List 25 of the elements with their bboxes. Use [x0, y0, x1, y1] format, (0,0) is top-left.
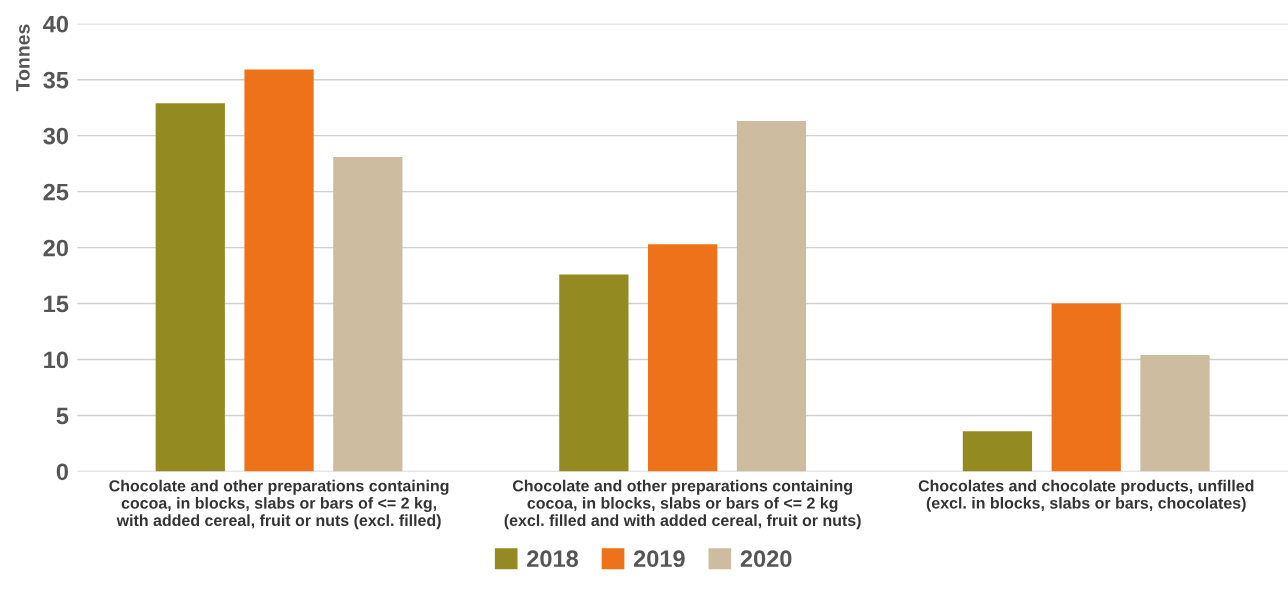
bar — [244, 69, 314, 472]
y-tick-label: 20 — [43, 239, 68, 257]
bar — [1051, 303, 1121, 472]
y-tick-label: 5 — [56, 407, 69, 425]
x-tick-label: Chocolates and chocolate products, unfilled (excl. in blocks, slabs or bars, chocolates) — [918, 479, 1254, 512]
y-tick-label: 10 — [44, 351, 68, 369]
legend-label: 2019 — [633, 550, 685, 568]
legend-label: 2018 — [527, 550, 579, 568]
bar — [648, 244, 718, 472]
y-tick-label: 15 — [44, 295, 69, 313]
y-tick-label: 30 — [43, 127, 68, 145]
y-tick-label: 35 — [43, 71, 69, 89]
x-tick-label: Chocolate and other preparations containing cocoa, in blocks, slabs or bars of <= 2 kg (excl. filled and with added cereal, fruit or nuts) — [504, 479, 861, 530]
bar — [333, 156, 403, 472]
x-tick-label: Chocolate and other preparations containing cocoa, in blocks, slabs or bars of <= 2 kg, with added cereal, fruit or nuts (excl. filled) — [109, 479, 449, 530]
bar — [559, 274, 629, 472]
bar — [736, 121, 807, 472]
y-tick-label: 40 — [43, 15, 68, 33]
bar — [1140, 355, 1210, 472]
y-axis-title: Tonnes — [16, 24, 30, 92]
y-tick-label: 0 — [56, 463, 68, 481]
legend-label: 2020 — [740, 550, 792, 568]
bar — [962, 431, 1033, 472]
bar — [155, 103, 225, 472]
y-tick-label: 25 — [43, 183, 69, 201]
